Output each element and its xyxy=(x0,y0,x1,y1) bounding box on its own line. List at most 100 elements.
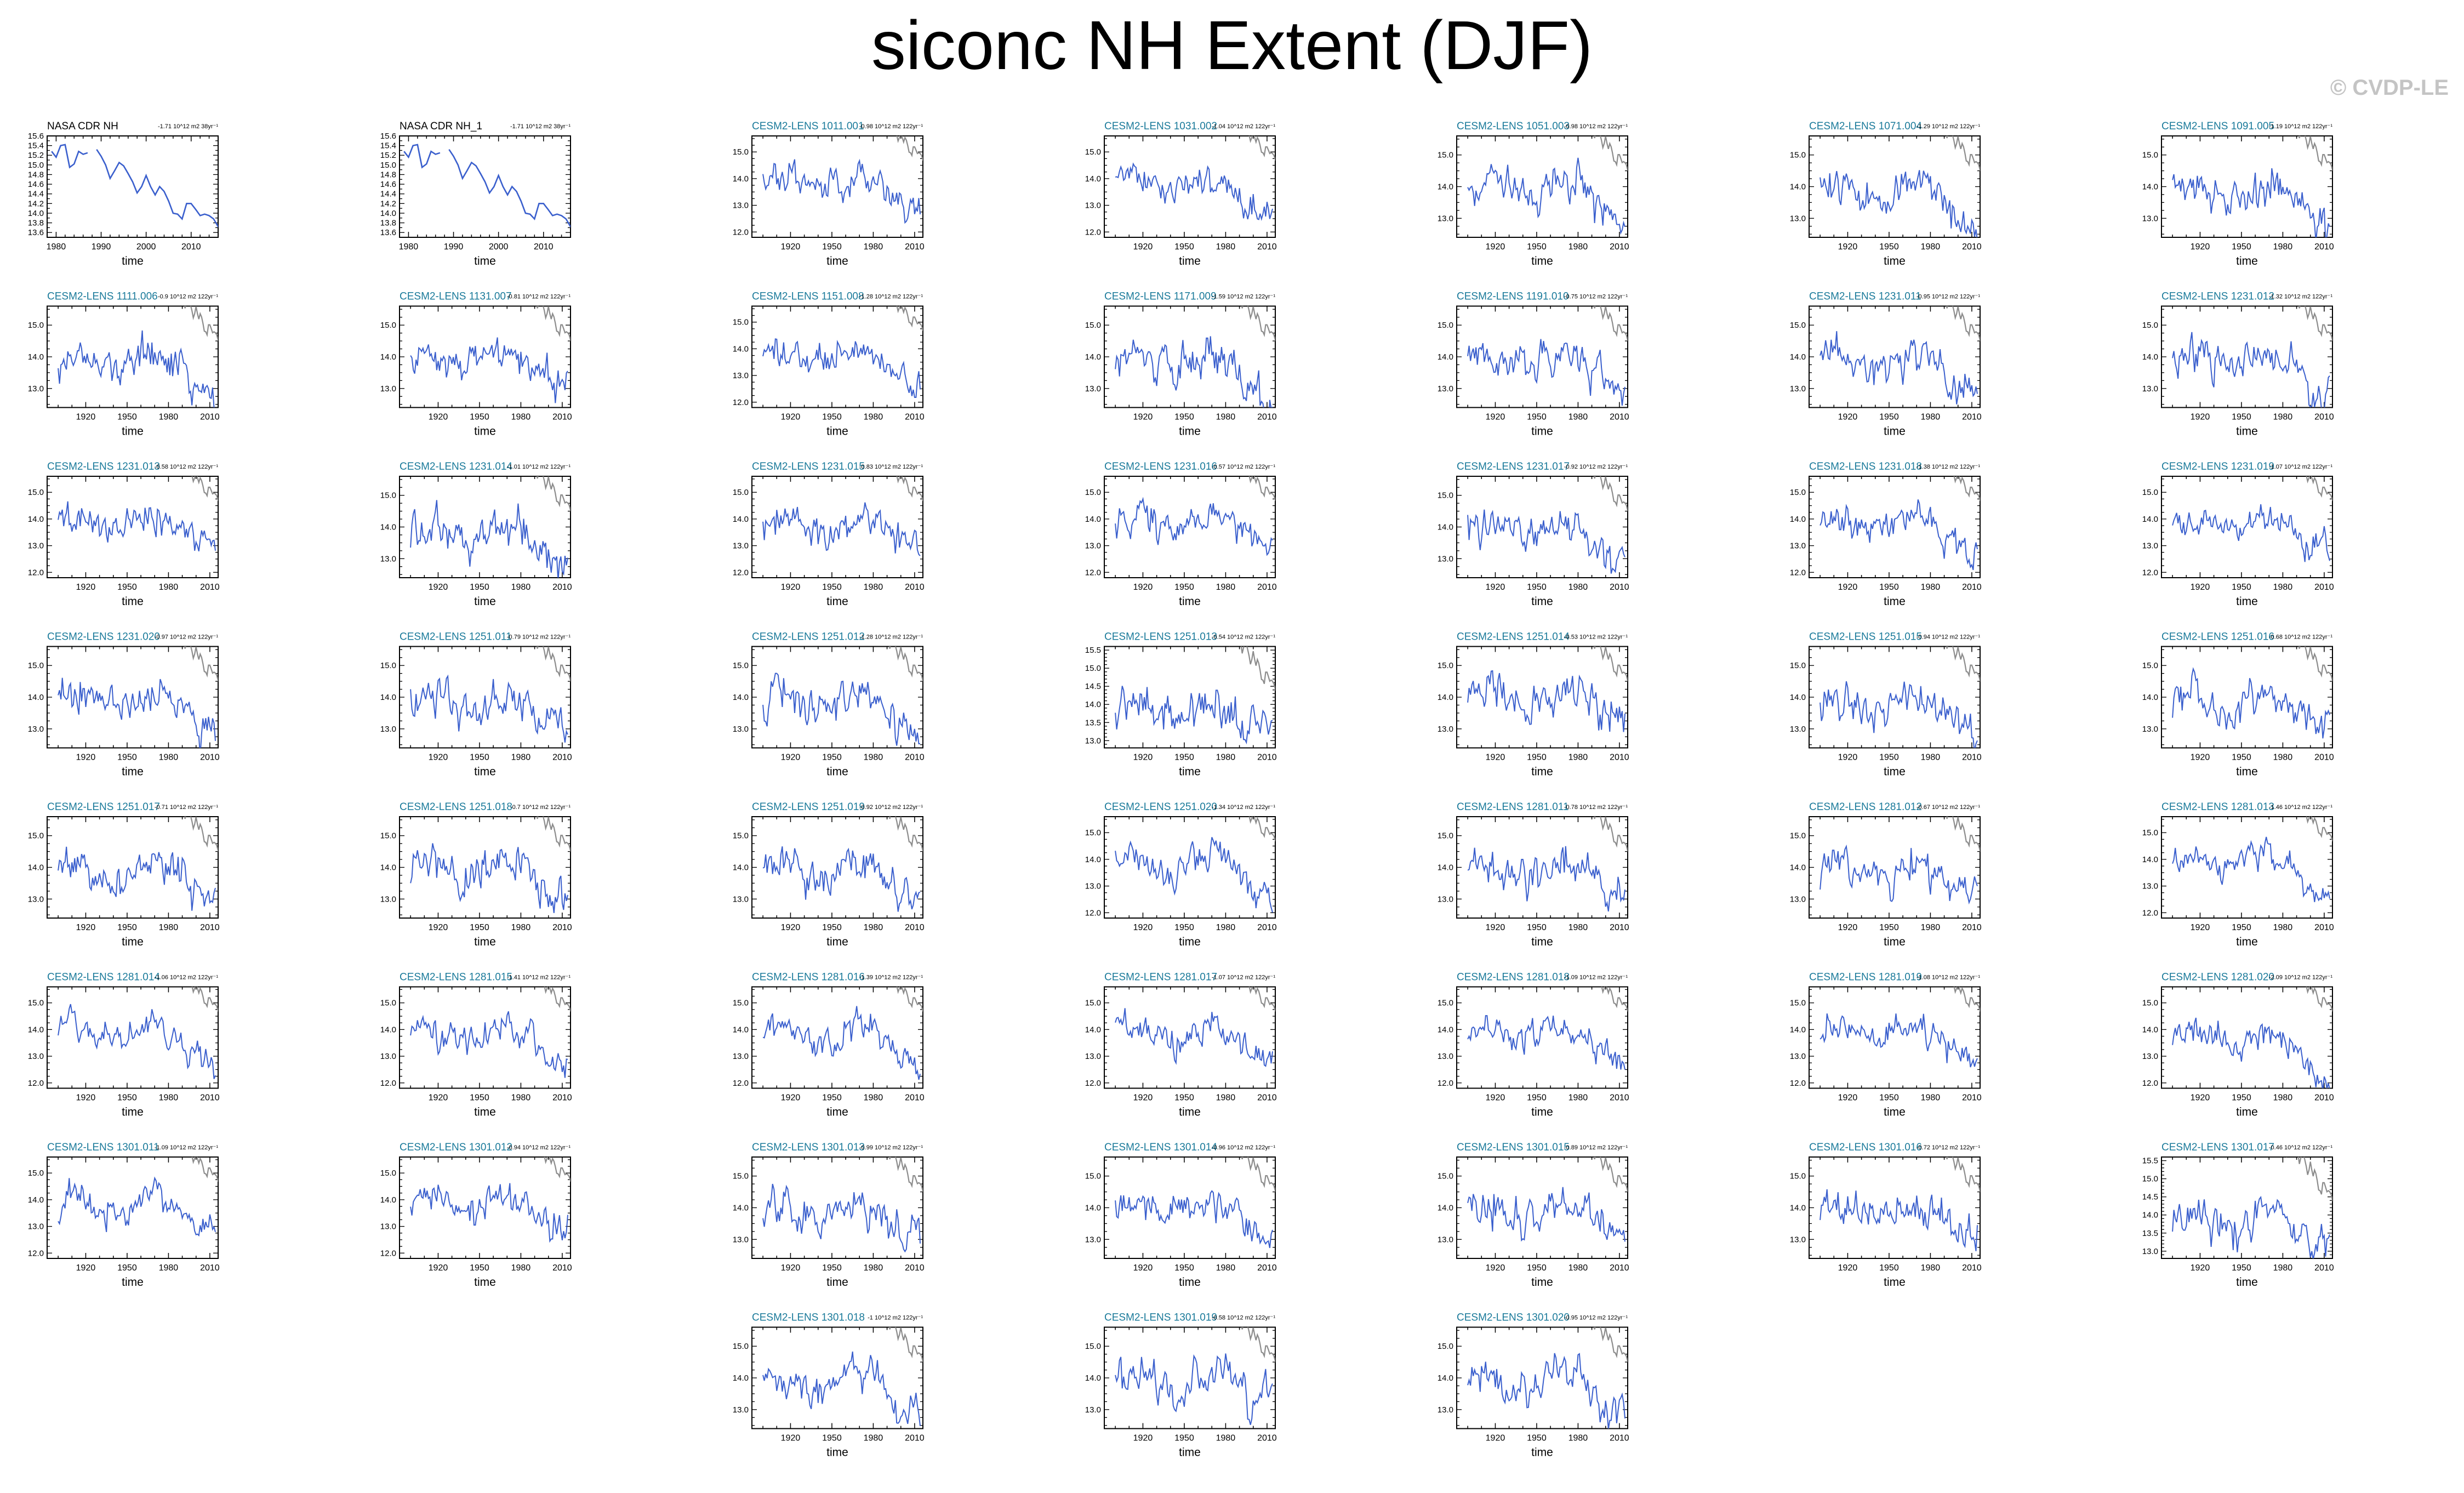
series-line-model xyxy=(1467,157,1625,235)
panel-title: CESM2-LENS 1151.008 xyxy=(752,291,864,303)
y-tick-label: 15.0 xyxy=(2142,321,2158,330)
trend-label: -0.68 10^12 m2 122yr⁻¹ xyxy=(2269,634,2332,641)
x-tick-label: 1950 xyxy=(822,923,842,932)
series-line-model xyxy=(1115,497,1273,556)
y-tick-label: 15.0 xyxy=(1085,488,1101,497)
chart-panel: CESM2-LENS 1031.002-1.04 10^12 m2 122yr⁻… xyxy=(1085,121,1277,267)
chart-panel: CESM2-LENS 1281.016-1.39 10^12 m2 122yr⁻… xyxy=(733,972,925,1119)
y-tick-label: 12.0 xyxy=(380,1079,396,1088)
y-tick-label: 13.0 xyxy=(380,384,396,394)
panel-title: CESM2-LENS 1231.017 xyxy=(1457,461,1570,472)
y-tick-label: 14.4 xyxy=(380,190,396,199)
x-tick-label: 2010 xyxy=(200,753,220,762)
series-line-model xyxy=(410,500,568,578)
x-axis-label: time xyxy=(122,766,144,778)
series-line-model xyxy=(2172,667,2330,739)
trend-label: -0.92 10^12 m2 122yr⁻¹ xyxy=(859,804,923,811)
chart-panel: CESM2-LENS 1281.019-1.08 10^12 m2 122yr⁻… xyxy=(1790,972,1982,1119)
panel-title: CESM2-LENS 1251.018 xyxy=(400,801,512,813)
x-tick-label: 1980 xyxy=(1216,1093,1236,1103)
trend-label: -1.41 10^12 m2 122yr⁻¹ xyxy=(507,975,571,981)
plot-frame xyxy=(47,305,219,408)
series-line-model xyxy=(1467,1015,1625,1070)
y-tick-label: 15.0 xyxy=(2142,828,2158,837)
watermark: © CVDP-LE xyxy=(2330,76,2449,100)
x-axis-label: time xyxy=(2236,1106,2258,1119)
series-line-model xyxy=(2172,168,2330,237)
y-tick-label: 13.0 xyxy=(28,1222,44,1232)
y-tick-label: 13.0 xyxy=(733,725,749,734)
x-axis-label: time xyxy=(2236,1276,2258,1289)
chart-panel: CESM2-LENS 1251.017-0.71 10^12 m2 122yr⁻… xyxy=(28,801,220,948)
x-tick-label: 1980 xyxy=(864,1093,883,1103)
y-tick-label: 15.0 xyxy=(28,488,44,497)
series-line-model xyxy=(58,501,216,552)
x-tick-label: 2010 xyxy=(905,242,925,252)
series-line-model xyxy=(1467,1187,1625,1242)
x-axis-label: time xyxy=(1179,1106,1201,1119)
chart-panel: CESM2-LENS 1071.004-1.29 10^12 m2 122yr⁻… xyxy=(1790,121,1982,267)
x-tick-label: 2010 xyxy=(552,413,572,422)
y-tick-label: 15.5 xyxy=(1085,646,1101,655)
y-tick-label: 13.0 xyxy=(1085,542,1101,551)
chart-panel: CESM2-LENS 1231.019-1.07 10^12 m2 122yr⁻… xyxy=(2142,461,2334,608)
series-line-obs-overlay xyxy=(888,646,923,682)
y-tick-label: 15.0 xyxy=(733,831,749,841)
y-tick-label: 14.8 xyxy=(380,170,396,179)
y-tick-label: 15.0 xyxy=(1085,1172,1101,1181)
panel-title: CESM2-LENS 1301.011 xyxy=(47,1142,159,1153)
panel-title: CESM2-LENS 1231.016 xyxy=(1104,461,1217,472)
x-tick-label: 1920 xyxy=(76,413,96,422)
series-line-model xyxy=(1467,670,1625,732)
x-tick-label: 1920 xyxy=(781,413,801,422)
y-tick-label: 12.0 xyxy=(733,1079,749,1088)
panel-title: CESM2-LENS 1251.011 xyxy=(400,631,512,643)
x-tick-label: 1950 xyxy=(470,753,489,762)
x-tick-label: 1980 xyxy=(159,1263,179,1273)
x-tick-label: 2010 xyxy=(2314,923,2334,932)
series-line-model xyxy=(762,846,921,912)
x-axis-label: time xyxy=(474,1276,496,1289)
y-tick-label: 13.0 xyxy=(28,1052,44,1061)
x-tick-label: 2010 xyxy=(200,1263,220,1273)
x-tick-label: 1950 xyxy=(2232,242,2251,252)
x-tick-label: 2010 xyxy=(905,1434,925,1443)
x-tick-label: 1980 xyxy=(1216,1263,1236,1273)
panel-title: CESM2-LENS 1231.011 xyxy=(1809,291,1921,303)
trend-label: -0.75 10^12 m2 122yr⁻¹ xyxy=(1564,294,1628,300)
x-tick-label: 1920 xyxy=(1838,583,1858,592)
x-tick-label: 1950 xyxy=(1527,1434,1547,1443)
y-tick-label: 13.0 xyxy=(1790,1235,1806,1244)
x-axis-label: time xyxy=(1179,766,1201,778)
panel-title: CESM2-LENS 1301.015 xyxy=(1457,1142,1570,1153)
x-axis-label: time xyxy=(122,255,144,267)
chart-panel: CESM2-LENS 1301.017-0.46 10^12 m2 122yr⁻… xyxy=(2142,1142,2334,1289)
y-tick-label: 15.0 xyxy=(380,1169,396,1178)
x-tick-label: 1980 xyxy=(1216,242,1236,252)
x-tick-label: 1920 xyxy=(1133,753,1153,762)
x-axis-label: time xyxy=(1531,1446,1553,1459)
x-tick-label: 2010 xyxy=(1610,923,1629,932)
x-tick-label: 1980 xyxy=(399,242,419,252)
x-tick-label: 1950 xyxy=(1879,242,1899,252)
y-tick-label: 13.0 xyxy=(2142,882,2158,891)
x-tick-label: 1950 xyxy=(1879,1093,1899,1103)
x-tick-label: 1980 xyxy=(1568,1434,1588,1443)
x-tick-label: 1920 xyxy=(1133,413,1153,422)
series-line-obs-overlay xyxy=(1946,646,1980,682)
series-line-model xyxy=(1820,331,1978,404)
x-tick-label: 1950 xyxy=(1527,923,1547,932)
y-tick-label: 13.0 xyxy=(380,554,396,563)
x-axis-label: time xyxy=(122,425,144,438)
y-tick-label: 13.0 xyxy=(733,1052,749,1061)
trend-label: -1.34 10^12 m2 122yr⁻¹ xyxy=(1212,804,1275,811)
x-tick-label: 1980 xyxy=(159,413,179,422)
x-axis-label: time xyxy=(1531,1276,1553,1289)
trend-label: -1.59 10^12 m2 122yr⁻¹ xyxy=(1212,294,1275,300)
series-line-model xyxy=(1820,1013,1978,1068)
series-line-model xyxy=(1467,846,1625,912)
x-tick-label: 1950 xyxy=(1879,413,1899,422)
y-tick-label: 14.6 xyxy=(28,180,44,189)
x-tick-label: 1920 xyxy=(429,583,448,592)
x-tick-label: 1920 xyxy=(2191,1093,2210,1103)
